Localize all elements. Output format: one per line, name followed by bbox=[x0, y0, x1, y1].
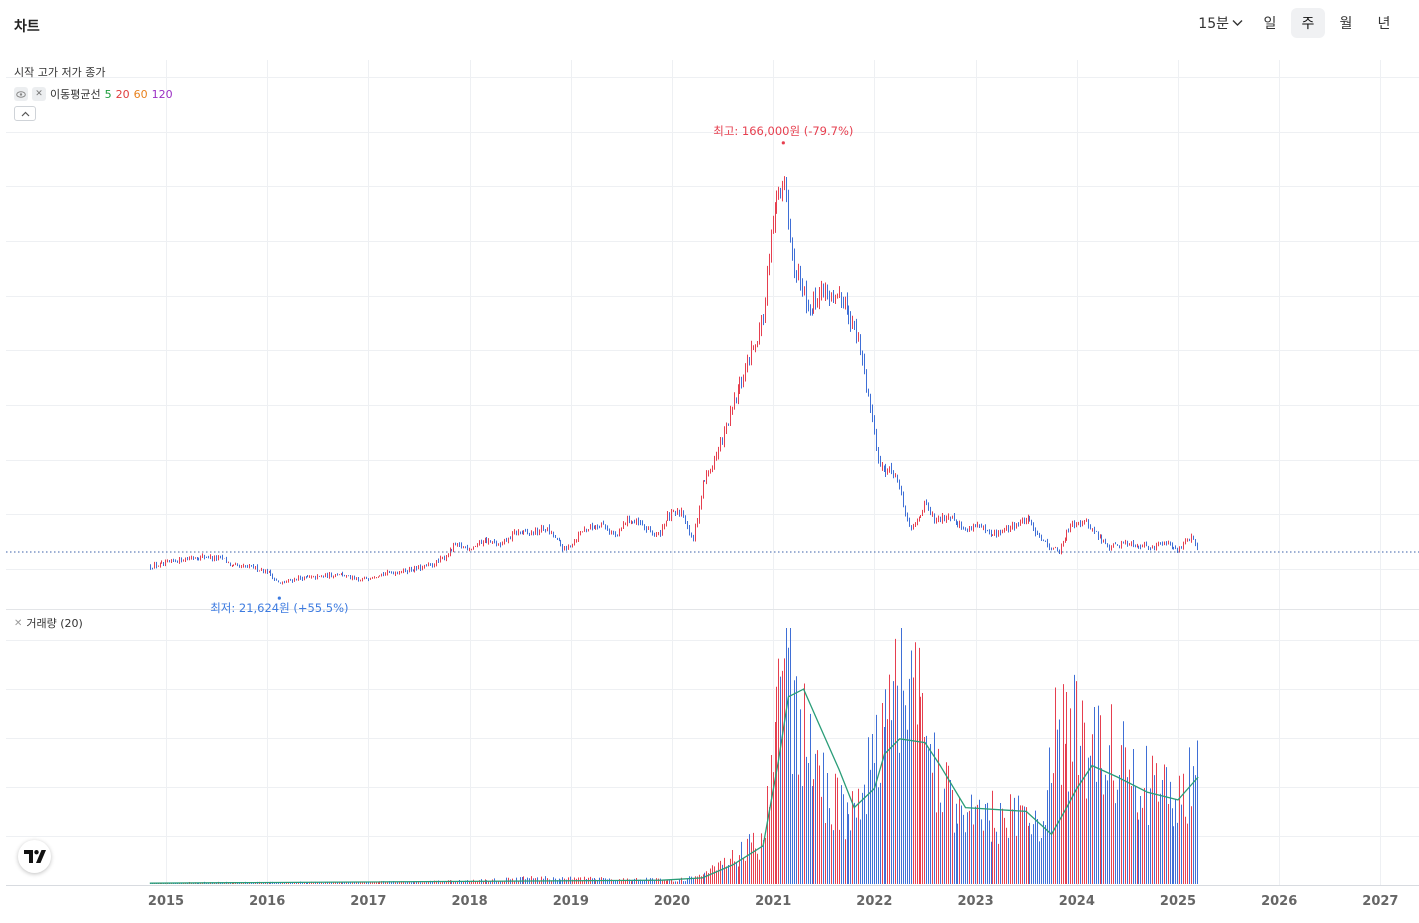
low-marker bbox=[277, 596, 281, 600]
volume-close-icon[interactable]: ✕ bbox=[14, 617, 23, 629]
chevron-down-icon bbox=[1232, 20, 1243, 26]
volume-legend-label: 거래량 (20) bbox=[26, 617, 83, 630]
ma-period-120: 120 bbox=[151, 87, 173, 101]
volume-ma-line bbox=[149, 688, 1199, 884]
interval-dropdown-label: 15분 bbox=[1198, 16, 1229, 32]
x-axis-label: 2023 bbox=[958, 894, 994, 909]
x-axis-label: 2016 bbox=[249, 894, 285, 909]
x-axis-label: 2022 bbox=[856, 894, 892, 909]
tradingview-logo[interactable] bbox=[18, 840, 51, 873]
grid-lines bbox=[6, 60, 1419, 885]
tab-week[interactable]: 주 bbox=[1291, 8, 1325, 38]
low-annotation: 최저: 21,624원 (+55.5%) bbox=[210, 601, 348, 615]
volume-legend: ✕ 거래량 (20) bbox=[14, 615, 83, 631]
chart-header: 차트 15분 일 주 월 년 bbox=[0, 0, 1419, 50]
tab-day[interactable]: 일 bbox=[1263, 16, 1277, 32]
tab-year[interactable]: 년 bbox=[1377, 16, 1391, 32]
interval-dropdown[interactable]: 15분 bbox=[1192, 8, 1249, 38]
x-axis-label: 2020 bbox=[654, 894, 690, 909]
timeframe-selector: 15분 일 주 월 년 bbox=[1192, 8, 1401, 38]
x-axis-label: 2025 bbox=[1160, 894, 1196, 909]
chart-title: 차트 bbox=[14, 19, 40, 35]
collapse-legend-button[interactable] bbox=[14, 106, 36, 121]
x-axis-label: 2015 bbox=[148, 894, 184, 909]
chevron-up-icon bbox=[21, 111, 29, 116]
x-axis-label: 2019 bbox=[553, 894, 589, 909]
x-axis-label: 2027 bbox=[1362, 894, 1398, 909]
ma-period-5: 5 bbox=[104, 87, 112, 101]
x-axis-label: 2024 bbox=[1059, 894, 1095, 909]
ma-period-20: 20 bbox=[115, 87, 130, 101]
ohlc-legend: 시작 고가 저가 종가 bbox=[14, 64, 105, 80]
volume-bars bbox=[150, 628, 1198, 884]
ma-legend-label: 이동평균선 bbox=[50, 88, 101, 101]
tab-month[interactable]: 월 bbox=[1339, 16, 1353, 32]
price-candles bbox=[150, 176, 1198, 585]
x-axis-label: 2017 bbox=[350, 894, 386, 909]
ma-period-60: 60 bbox=[133, 87, 148, 101]
x-axis-label: 2021 bbox=[755, 894, 791, 909]
x-axis-labels: 2015 2016 2017 2018 2019 2020 2021 2022 2023 2024… bbox=[148, 894, 1399, 909]
ma-legend: ✕ 이동평균선 5 20 60 120 bbox=[14, 86, 173, 102]
x-axis-label: 2018 bbox=[452, 894, 488, 909]
high-annotation: 최고: 166,000원 (-79.7%) bbox=[713, 124, 853, 138]
high-marker bbox=[781, 141, 785, 145]
tradingview-logo-icon bbox=[23, 850, 46, 863]
eye-icon[interactable] bbox=[14, 87, 28, 101]
x-axis-label: 2026 bbox=[1261, 894, 1297, 909]
ohlc-legend-text: 시작 고가 저가 종가 bbox=[14, 66, 106, 79]
close-icon[interactable]: ✕ bbox=[32, 87, 46, 101]
